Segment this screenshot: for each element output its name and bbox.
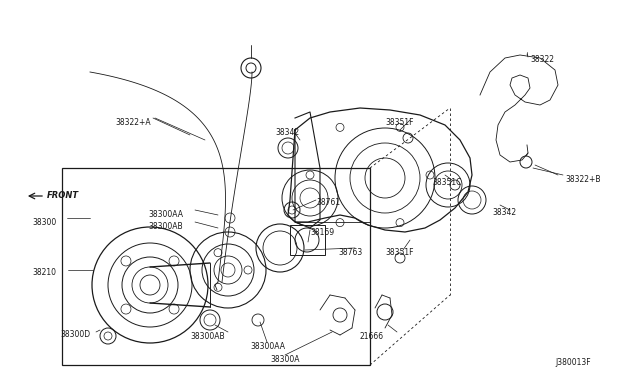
Text: 38169: 38169: [310, 228, 334, 237]
Text: 38351F: 38351F: [385, 118, 413, 127]
Text: 38210: 38210: [32, 268, 56, 277]
Text: 38300AA: 38300AA: [250, 342, 285, 351]
Text: 38300AB: 38300AB: [190, 332, 225, 341]
Text: 38342: 38342: [275, 128, 299, 137]
Text: 38322: 38322: [530, 55, 554, 64]
Text: J380013F: J380013F: [555, 358, 591, 367]
Text: FRONT: FRONT: [47, 192, 79, 201]
Text: 38351F: 38351F: [385, 248, 413, 257]
Text: 38322+B: 38322+B: [565, 175, 600, 184]
Text: 38761: 38761: [316, 198, 340, 207]
Bar: [290, 225, 325, 255]
Text: 38342: 38342: [492, 208, 516, 217]
Text: 38763: 38763: [338, 248, 362, 257]
Text: 38300D: 38300D: [60, 330, 90, 339]
Text: 38300AA: 38300AA: [148, 210, 183, 219]
Text: 38300A: 38300A: [270, 355, 300, 364]
Bar: [62, 168, 370, 365]
Text: 38351C: 38351C: [432, 178, 461, 187]
Text: 38300: 38300: [32, 218, 56, 227]
Text: 21666: 21666: [360, 332, 384, 341]
Text: 38300AB: 38300AB: [148, 222, 182, 231]
Text: 38322+A: 38322+A: [115, 118, 150, 127]
